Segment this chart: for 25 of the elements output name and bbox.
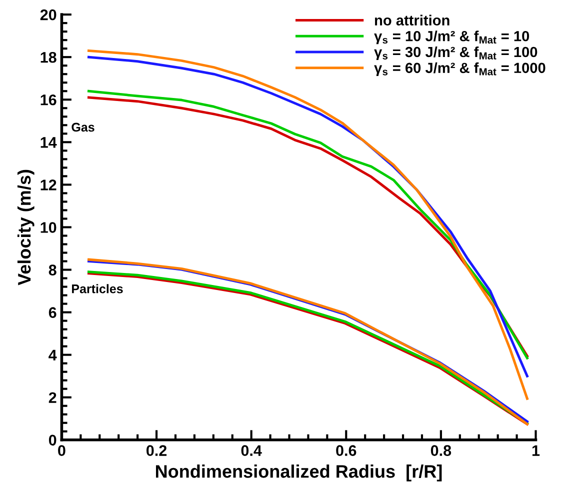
y-tick-label: 20 [40, 9, 56, 20]
annotation: Gas [72, 122, 94, 132]
x-axis-title: Nondimensionalized Radius [r/R] [156, 464, 442, 482]
y-tick-label: 10 [40, 222, 56, 233]
y-tick-label: 14 [40, 137, 57, 148]
x-tick-label: 0.2 [146, 445, 167, 456]
legend-label: γ$_{s}$ = 30 J/m² & f$_{Mat}$ = 100 [374, 46, 538, 60]
x-tick-label: 0.4 [241, 445, 262, 456]
y-tick-label: 12 [40, 180, 56, 190]
legend-label: γ$_{s}$ = 60 J/m² & f$_{Mat}$ = 1000 [374, 62, 546, 76]
x-tick-label: 0.8 [430, 445, 452, 456]
y-axis-title: Velocity (m/s) [17, 170, 34, 286]
y-tick-label: 8 [48, 264, 56, 276]
x-tick-label: 0 [58, 445, 66, 456]
legend-label: γ$_{s}$ = 10 J/m² & f$_{Mat}$ = 10 [374, 30, 530, 44]
y-tick-label: 16 [40, 94, 56, 106]
y-tick-label: 6 [48, 307, 56, 318]
y-tick-label: 4 [48, 350, 57, 360]
y-tick-label: 2 [48, 392, 56, 403]
annotation: Particles [72, 284, 123, 294]
x-tick-label: 0.6 [336, 445, 356, 456]
x-tick-label: 1 [532, 445, 540, 456]
legend-label: no attrition [374, 14, 450, 26]
y-tick-label: 18 [40, 52, 56, 63]
y-tick-label: 0 [48, 434, 56, 446]
